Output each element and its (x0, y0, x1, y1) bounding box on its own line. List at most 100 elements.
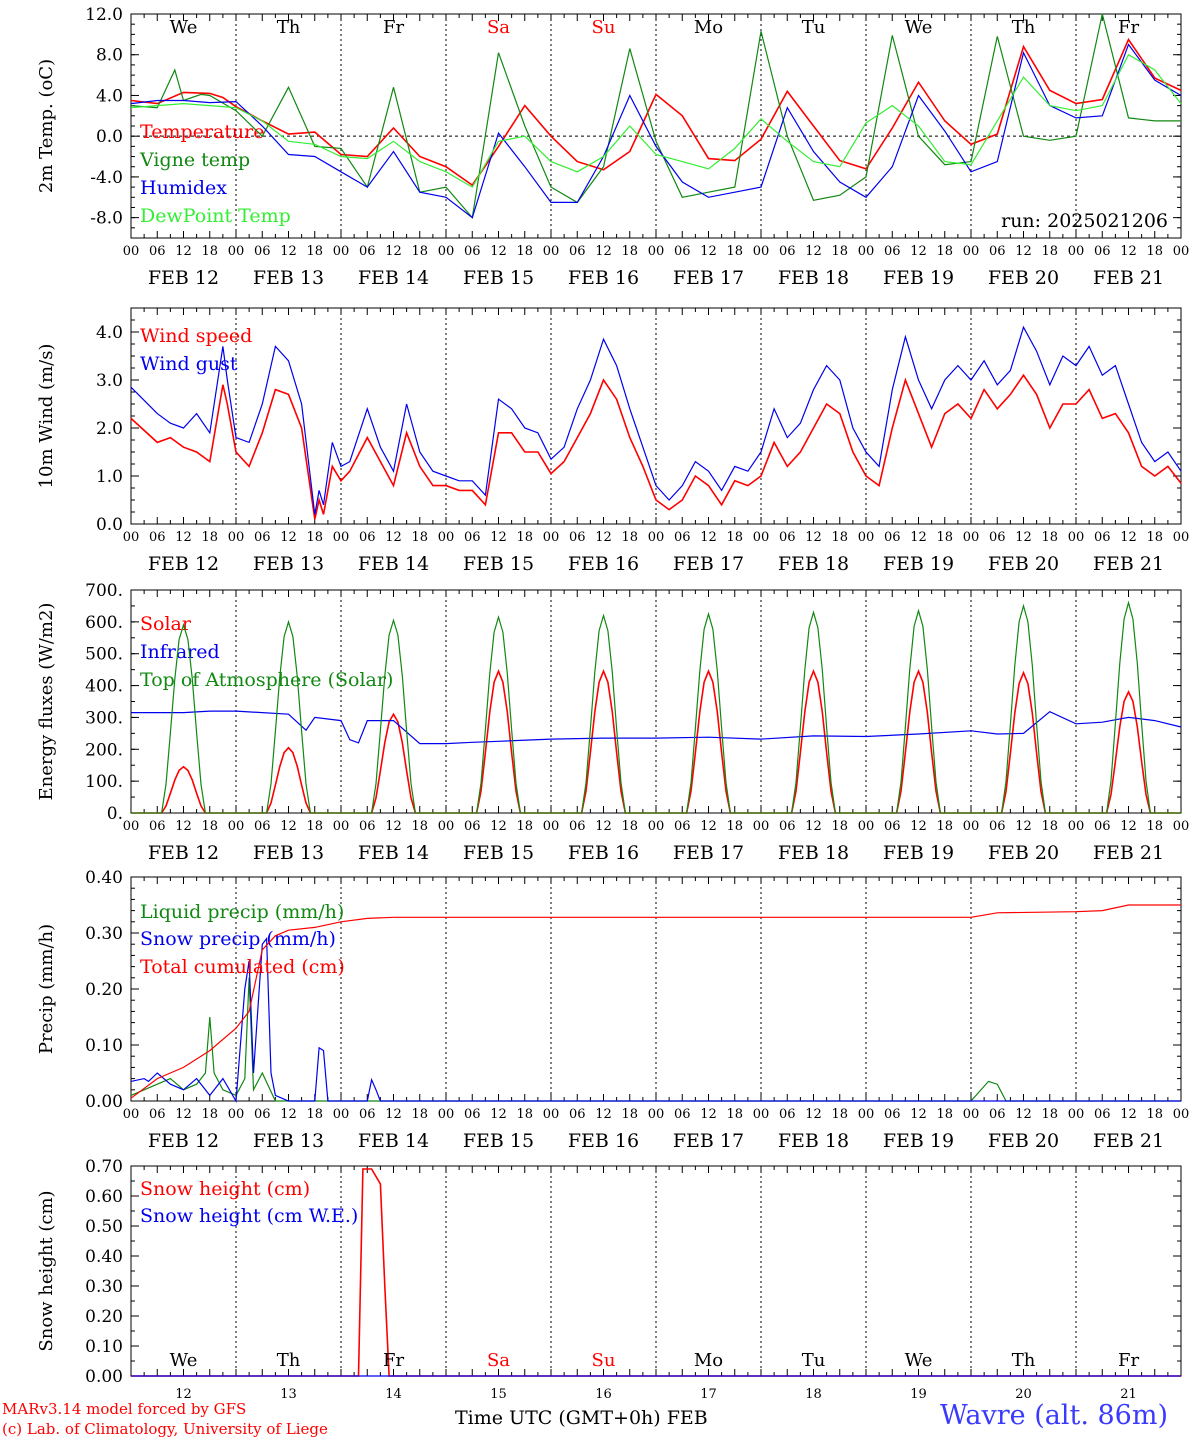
hour-tick-label: 18 (726, 244, 743, 259)
hour-tick-label: 12 (1120, 819, 1137, 834)
date-label: FEB 21 (1093, 1130, 1164, 1152)
hour-tick-label: 06 (989, 819, 1006, 834)
hour-tick-label: 06 (1094, 530, 1111, 545)
hour-tick-label: 18 (411, 244, 428, 259)
hour-tick-label: 18 (726, 530, 743, 545)
series-line-infrared (131, 710, 1182, 745)
hour-tick-label: 12 (700, 1107, 717, 1122)
y-tick-label: 0.10 (85, 1337, 123, 1357)
legend-entry: Snow height (cm W.E.) (140, 1205, 358, 1227)
date-label: FEB 15 (463, 842, 534, 864)
hour-tick-label: 06 (989, 530, 1006, 545)
hour-tick-label: 18 (306, 244, 323, 259)
series-line-wind-gust (130, 325, 1182, 515)
hour-tick-label: 18 (1041, 244, 1058, 259)
hour-tick-label: 00 (228, 1107, 245, 1122)
hour-tick-label: 00 (858, 1107, 875, 1122)
date-label: FEB 12 (148, 267, 219, 289)
hour-tick-label: 12 (805, 1107, 822, 1122)
date-label: FEB 16 (568, 267, 639, 289)
hour-tick-label: 00 (753, 819, 770, 834)
date-label: FEB 19 (883, 842, 954, 864)
date-label: FEB 14 (358, 1130, 429, 1152)
date-label: FEB 19 (883, 267, 954, 289)
hour-tick-label: 12 (280, 530, 297, 545)
x-axis-title: Time UTC (GMT+0h) FEB (455, 1407, 708, 1429)
hour-tick-label: 12 (175, 1107, 192, 1122)
series-line-vigne-temp (130, 13, 1181, 219)
legend-entry: Humidex (140, 177, 227, 199)
hour-tick-label: 06 (569, 1107, 586, 1122)
hour-tick-label: 00 (123, 819, 140, 834)
date-label: FEB 16 (568, 1130, 639, 1152)
series-line-humidex (130, 43, 1182, 219)
date-label: FEB 15 (463, 267, 534, 289)
date-label: FEB 17 (673, 842, 744, 864)
hour-tick-label: 12 (385, 530, 402, 545)
weekday-label-bottom: Fr (1118, 1350, 1139, 1371)
y-tick-label: 0.00 (85, 1092, 123, 1112)
weekday-label-top: Fr (1118, 17, 1139, 38)
date-label: FEB 20 (988, 1130, 1059, 1152)
legend-entry: Liquid precip (mm/h) (140, 901, 344, 923)
hour-tick-label: 18 (1041, 530, 1058, 545)
date-label: FEB 18 (778, 267, 849, 289)
day-number-label: 17 (700, 1387, 717, 1402)
hour-tick-label: 00 (1068, 530, 1085, 545)
y-tick-label: 0.30 (85, 1277, 123, 1297)
y-tick-label: 0.0 (96, 127, 123, 147)
weekday-label-top: Sa (487, 17, 510, 38)
hour-tick-label: 12 (1015, 819, 1032, 834)
y-tick-label: 1.0 (96, 467, 123, 487)
hour-tick-label: 00 (333, 819, 350, 834)
hour-tick-label: 18 (516, 1107, 533, 1122)
hour-tick-label: 12 (280, 819, 297, 834)
weekday-label-top: We (905, 17, 933, 38)
hour-tick-label: 06 (569, 819, 586, 834)
day-number-label: 16 (595, 1387, 612, 1402)
hour-tick-label: 06 (149, 819, 166, 834)
date-label: FEB 17 (673, 267, 744, 289)
date-label: FEB 19 (883, 553, 954, 575)
day-number-label: 14 (385, 1387, 402, 1402)
legend-entry: Infrared (140, 641, 220, 663)
hour-tick-label: 18 (831, 819, 848, 834)
date-label: FEB 18 (778, 1130, 849, 1152)
hour-tick-label: 12 (1015, 530, 1032, 545)
date-label: FEB 20 (988, 267, 1059, 289)
hour-tick-label: 06 (1094, 819, 1111, 834)
y-tick-label: 0.20 (85, 980, 123, 1000)
y-tick-label: 600. (85, 613, 123, 633)
hour-tick-label: 18 (411, 819, 428, 834)
hour-tick-label: 12 (595, 1107, 612, 1122)
legend-entry: DewPoint Temp (140, 205, 291, 227)
series-line-top-of-atmosphere-solar- (131, 600, 1181, 814)
hour-tick-label: 00 (1173, 819, 1190, 834)
legend-entry: Wind gust (140, 353, 238, 375)
hour-tick-label: 12 (385, 244, 402, 259)
legend-entry: Wind speed (140, 325, 252, 347)
lab-credit-line: (c) Lab. of Climatology, University of L… (2, 1420, 328, 1438)
hour-tick-label: 00 (1173, 530, 1190, 545)
hour-tick-label: 06 (884, 244, 901, 259)
day-number-label: 18 (805, 1387, 822, 1402)
weekday-label-bottom: Tu (802, 1350, 826, 1371)
hour-tick-label: 18 (726, 1107, 743, 1122)
hour-tick-label: 00 (963, 530, 980, 545)
model-credit-line: MARv3.14 model forced by GFS (2, 1400, 247, 1418)
weekday-label-bottom: We (170, 1350, 198, 1371)
hour-tick-label: 06 (779, 244, 796, 259)
hour-tick-label: 00 (753, 1107, 770, 1122)
hour-tick-label: 18 (621, 530, 638, 545)
y-tick-label: -4.0 (90, 168, 123, 188)
hour-tick-label: 06 (989, 1107, 1006, 1122)
y-tick-label: 0.10 (85, 1036, 123, 1056)
date-label: FEB 17 (673, 553, 744, 575)
hour-tick-label: 06 (779, 819, 796, 834)
weekday-label-top: Th (1012, 17, 1036, 38)
weekday-label-bottom: Su (592, 1350, 616, 1371)
hour-tick-label: 00 (963, 244, 980, 259)
hour-tick-label: 06 (149, 244, 166, 259)
hour-tick-label: 12 (490, 244, 507, 259)
